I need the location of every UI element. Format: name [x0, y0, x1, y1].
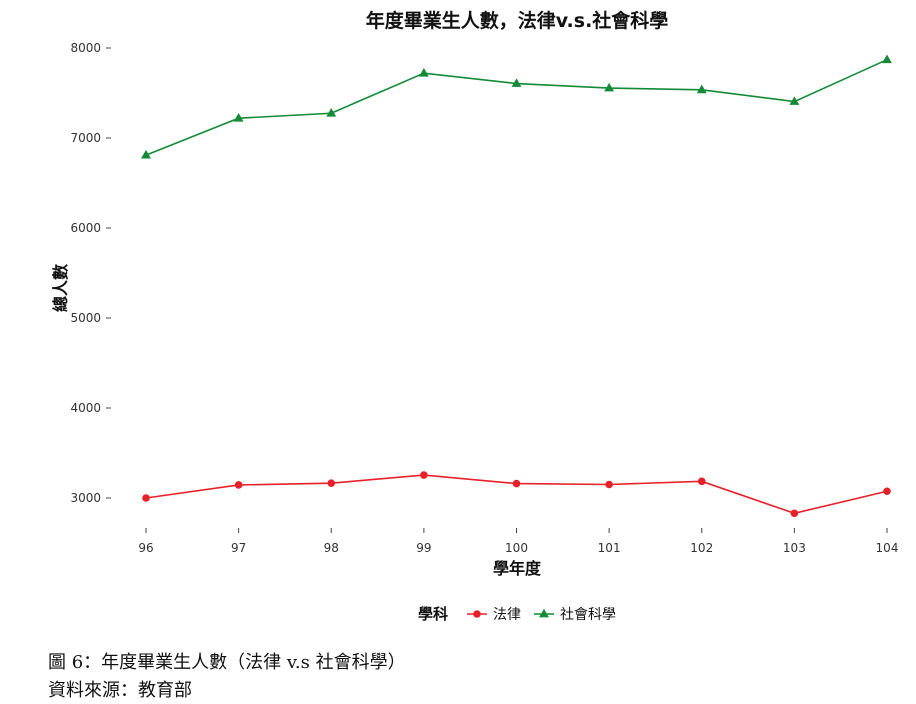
data-point [696, 84, 707, 94]
data-point [789, 96, 800, 105]
series-line-1 [145, 58, 888, 156]
y-tick-label: 7000 [70, 131, 101, 145]
y-tick-label: 4000 [70, 401, 101, 415]
x-tick-label: 100 [505, 541, 528, 555]
data-point [790, 509, 799, 518]
x-tick-label: 96 [138, 541, 153, 555]
legend-item: 法律 [466, 603, 521, 625]
series-layer [141, 54, 892, 518]
data-point [234, 481, 243, 489]
data-point [142, 494, 150, 502]
legend-label: 法律 [493, 607, 521, 623]
y-axis: 3000 4000 5000 6000 7000 8000 [70, 41, 111, 505]
chart-title: 年度畢業生人數，法律v.s.社會科學 [366, 9, 669, 32]
line-chart: 年度畢業生人數，法律v.s.社會科學 3000 4000 5000 6000 7000 8… [51, 9, 898, 625]
data-point [141, 149, 151, 159]
source-caption: 資料來源：教育部 [48, 680, 192, 701]
y-tick-label: 8000 [70, 41, 101, 55]
x-tick-label: 102 [690, 541, 713, 555]
data-point [697, 477, 706, 486]
data-point [883, 487, 891, 496]
y-axis-title: 總人數 [51, 264, 70, 312]
x-tick-label: 103 [783, 541, 806, 555]
data-point [604, 82, 615, 92]
data-point [327, 479, 336, 487]
data-point [326, 108, 337, 117]
x-tick-label: 101 [598, 541, 621, 555]
data-point [418, 68, 429, 77]
data-point [511, 78, 522, 87]
x-axis-title: 學年度 [493, 559, 542, 578]
legend-label: 社會科學 [560, 607, 616, 623]
y-tick-label: 3000 [70, 491, 101, 505]
data-point [882, 54, 892, 64]
data-point [420, 471, 428, 479]
x-tick-label: 104 [876, 541, 899, 555]
legend-item: 社會科學 [533, 603, 616, 625]
y-tick-label: 6000 [70, 221, 101, 235]
x-axis: 96 97 98 99 100 101 102 103 104 [138, 528, 898, 555]
legend-marker [539, 608, 549, 618]
legend: 學科 法律 社會科學 [418, 603, 616, 625]
figure-caption: 圖 6：年度畢業生人數（法律 v.s 社會科學） [48, 652, 406, 673]
data-point [233, 113, 244, 122]
x-tick-label: 99 [416, 541, 431, 555]
x-tick-label: 98 [324, 541, 339, 555]
x-tick-label: 97 [231, 541, 246, 555]
data-point [605, 480, 613, 489]
legend-items: 法律 社會科學 [466, 603, 616, 625]
y-tick-label: 5000 [70, 311, 101, 325]
legend-marker [473, 610, 481, 618]
legend-title: 學科 [418, 605, 448, 623]
data-point [512, 479, 521, 488]
